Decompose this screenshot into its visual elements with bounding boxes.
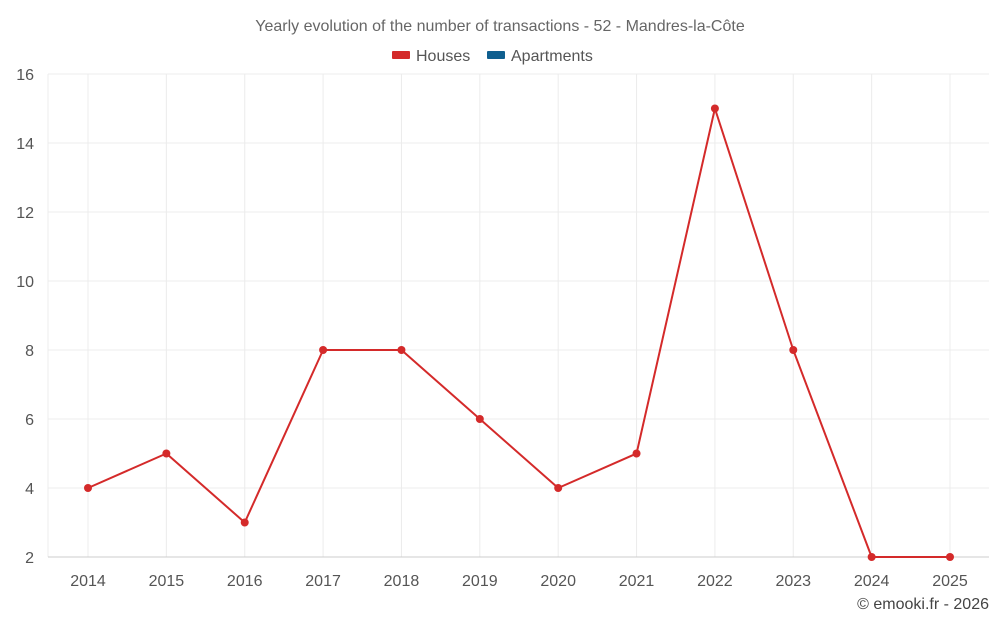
x-tick-label: 2020: [540, 573, 576, 590]
x-tick-label: 2023: [775, 573, 811, 590]
x-tick-label: 2024: [854, 573, 890, 590]
x-tick-label: 2016: [227, 573, 263, 590]
data-point[interactable]: [240, 518, 249, 527]
x-tick-label: 2015: [149, 573, 185, 590]
x-tick-label: 2019: [462, 573, 498, 590]
x-tick-label: 2022: [697, 573, 733, 590]
data-point[interactable]: [162, 449, 171, 458]
legend-item-apartments[interactable]: Apartments: [487, 48, 593, 65]
data-point[interactable]: [554, 484, 563, 492]
x-tick-label: 2018: [384, 573, 420, 590]
series-line: [87, 107, 950, 558]
axes: 2 4 6 8 10 12 14 16 2014 2015 2016 2017 2018 2019 2020…: [16, 67, 989, 590]
data-point[interactable]: [632, 449, 641, 458]
legend-label-apartments: Apartments: [511, 48, 593, 65]
x-tick-label: 2021: [619, 573, 655, 590]
legend-swatch-houses: [392, 51, 410, 59]
y-tick-label: 2: [25, 550, 34, 567]
grid: [47, 73, 989, 557]
x-tick-label: 2017: [305, 573, 341, 590]
chart-title: Yearly evolution of the number of transa…: [255, 18, 745, 35]
y-tick-label: 16: [16, 67, 34, 84]
y-tick-label: 12: [16, 205, 34, 222]
x-tick-label: 2014: [70, 573, 106, 590]
series-houses: [84, 104, 954, 561]
data-point[interactable]: [867, 553, 876, 561]
legend-swatch-apartments: [487, 51, 505, 59]
legend: Houses Apartments: [392, 48, 593, 65]
data-point[interactable]: [946, 553, 954, 561]
data-point[interactable]: [84, 484, 92, 492]
data-point[interactable]: [397, 346, 406, 354]
credit-text: © emooki.fr - 2026: [857, 596, 989, 613]
y-tick-label: 10: [16, 274, 34, 291]
legend-item-houses[interactable]: Houses: [392, 48, 470, 65]
data-point[interactable]: [475, 415, 484, 423]
data-point[interactable]: [319, 346, 328, 354]
x-tick-label: 2025: [932, 573, 968, 590]
y-tick-label: 8: [25, 343, 34, 360]
y-tick-label: 6: [25, 412, 34, 429]
data-point[interactable]: [710, 104, 719, 113]
data-point[interactable]: [789, 346, 798, 354]
legend-label-houses: Houses: [416, 48, 470, 65]
y-tick-label: 4: [25, 481, 34, 498]
y-tick-label: 14: [16, 136, 34, 153]
